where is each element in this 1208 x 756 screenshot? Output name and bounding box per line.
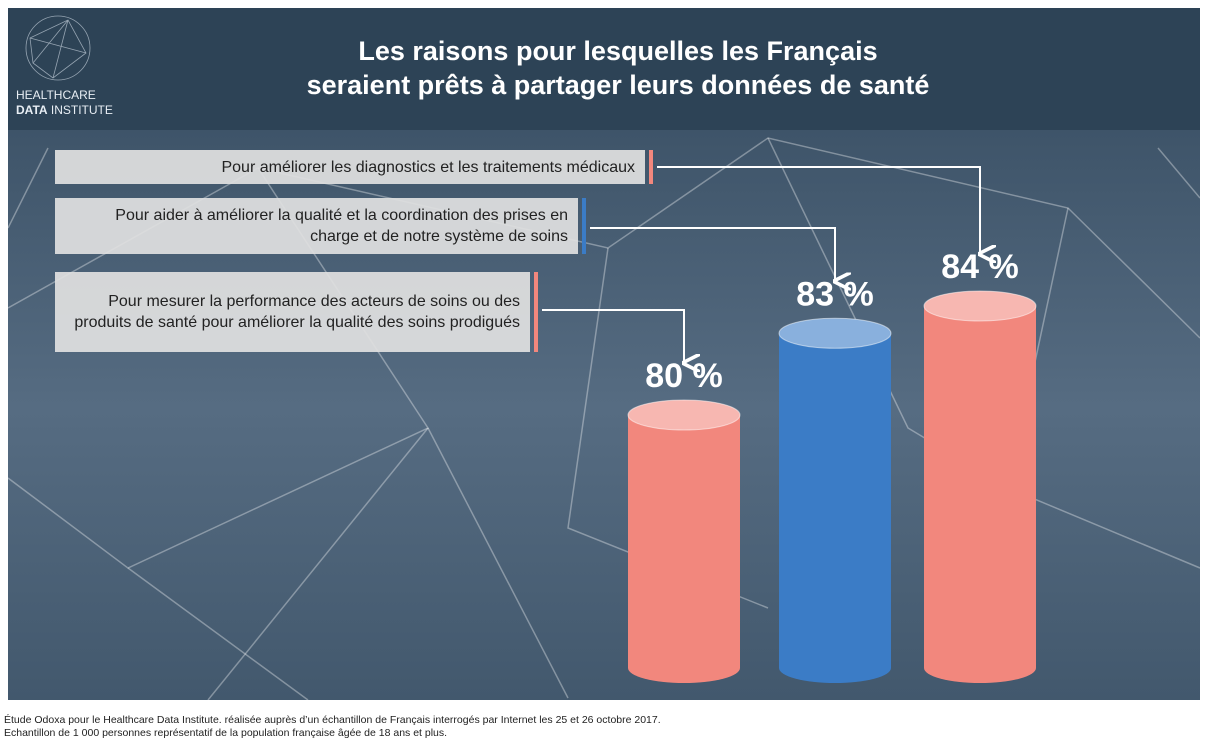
page: HEALTHCARE DATA INSTITUTE Les raisons po… <box>0 0 1208 756</box>
footnote: Étude Odoxa pour le Healthcare Data Inst… <box>4 714 661 726</box>
footnote: Echantillon de 1 000 personnes représent… <box>4 727 447 739</box>
chart: 84 % 83 % 80 % <box>8 8 1200 700</box>
bar-top-highlight <box>628 400 740 430</box>
bar <box>924 306 1036 683</box>
bar-top-highlight <box>924 291 1036 321</box>
value-label: 83 % <box>796 275 874 313</box>
category-label: Pour mesurer la performance des acteurs … <box>55 272 530 352</box>
connector <box>590 228 835 281</box>
bar <box>779 333 891 683</box>
value-label: 80 % <box>645 357 723 395</box>
bar <box>628 415 740 683</box>
bar-top-highlight <box>779 318 891 348</box>
label-marker <box>649 150 653 184</box>
value-label: 84 % <box>941 248 1019 286</box>
connector <box>657 167 980 254</box>
label-marker <box>534 272 538 352</box>
infographic: HEALTHCARE DATA INSTITUTE Les raisons po… <box>8 8 1200 700</box>
connector <box>542 310 684 363</box>
category-label: Pour aider à améliorer la qualité et la … <box>55 198 578 254</box>
label-marker <box>582 198 586 254</box>
category-label: Pour améliorer les diagnostics et les tr… <box>55 150 645 184</box>
